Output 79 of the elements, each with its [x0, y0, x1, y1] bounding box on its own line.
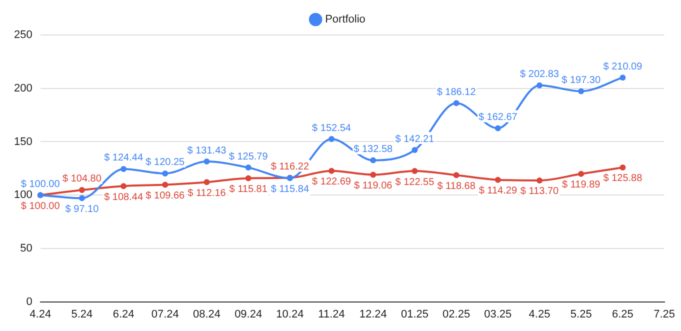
data-label: $ 100.00 [20, 178, 60, 190]
x-tick-label: 4.24 [30, 308, 52, 320]
data-label: $ 112.16 [188, 188, 226, 199]
data-label: $ 119.06 [354, 180, 393, 192]
x-tick-label: 6.24 [112, 308, 134, 320]
data-label: $ 122.69 [312, 176, 352, 188]
y-tick-label: 0 [26, 296, 32, 308]
y-tick-label: 200 [14, 82, 32, 94]
data-label: $ 97.10 [65, 204, 100, 215]
point [494, 125, 501, 132]
data-label: $ 197.30 [562, 74, 601, 86]
x-tick-label: 5.25 [570, 308, 592, 320]
point [370, 157, 376, 164]
data-label: $ 104.80 [62, 174, 102, 185]
x-tick-label: 4.25 [528, 308, 550, 320]
point [620, 74, 626, 81]
point [412, 168, 418, 174]
x-tick-label: 02.25 [442, 308, 470, 320]
point [120, 183, 127, 190]
point [328, 136, 335, 142]
data-label: $ 120.25 [146, 157, 186, 168]
x-tick-label: 5.24 [71, 308, 93, 320]
data-label: $ 115.81 [229, 184, 268, 195]
point [78, 195, 85, 202]
point [578, 88, 584, 94]
data-label: $ 113.70 [520, 186, 560, 198]
point [245, 164, 252, 171]
x-tick-label: 11.24 [318, 308, 345, 320]
x-tick-label: 6.25 [612, 308, 634, 320]
data-label: $ 202.83 [520, 69, 560, 80]
point [370, 172, 376, 178]
point [120, 166, 127, 172]
data-label: $ 142.21 [395, 134, 435, 145]
x-tick-label: 7.25 [654, 308, 676, 320]
data-label: $ 152.54 [312, 122, 352, 134]
x-tick-label: 07.24 [151, 308, 179, 320]
point [453, 100, 460, 106]
x-tick-label: 12.24 [359, 308, 387, 320]
data-label: $ 125.88 [603, 173, 643, 184]
x-tick-label: 10.24 [276, 308, 304, 320]
data-label: $ 162.67 [478, 112, 518, 123]
data-label: $ 125.79 [228, 151, 268, 162]
point [620, 164, 626, 170]
data-label: $ 131.43 [187, 145, 227, 156]
x-tick-label: 09.24 [234, 308, 262, 320]
point [162, 170, 168, 176]
data-label: $ 116.22 [270, 162, 310, 173]
data-label: $ 118.68 [437, 180, 476, 192]
x-tick-label: 01.25 [400, 308, 428, 320]
data-label: $ 115.84 [270, 184, 310, 195]
point [536, 82, 543, 88]
point [204, 179, 210, 186]
point [328, 168, 335, 174]
data-label: $ 210.09 [603, 61, 643, 72]
data-label: $ 119.89 [562, 180, 601, 191]
point [162, 182, 168, 188]
data-label: $ 109.66 [146, 190, 186, 202]
point [453, 172, 460, 178]
point [536, 177, 543, 184]
point [78, 186, 85, 193]
x-tick-label: 08.24 [192, 308, 221, 320]
point [204, 158, 210, 165]
data-label: $ 124.44 [104, 152, 144, 164]
point [245, 175, 252, 182]
x-tick-label: 03.25 [484, 308, 512, 320]
y-tick-label: 50 [20, 242, 32, 254]
y-tick-label: 150 [14, 136, 32, 148]
y-tick-label: 250 [14, 29, 32, 42]
y-tick-label: 100 [14, 189, 32, 202]
data-label: $ 108.44 [104, 192, 144, 203]
data-label: $ 114.29 [478, 186, 518, 197]
point [494, 176, 501, 183]
data-label: $ 186.12 [436, 86, 476, 98]
point [578, 170, 584, 177]
data-label: $ 100.00 [20, 200, 60, 212]
point [412, 147, 418, 154]
legend-label: Portfolio [325, 14, 366, 26]
data-label: $ 132.58 [354, 144, 394, 156]
data-label: $ 122.55 [395, 176, 435, 188]
